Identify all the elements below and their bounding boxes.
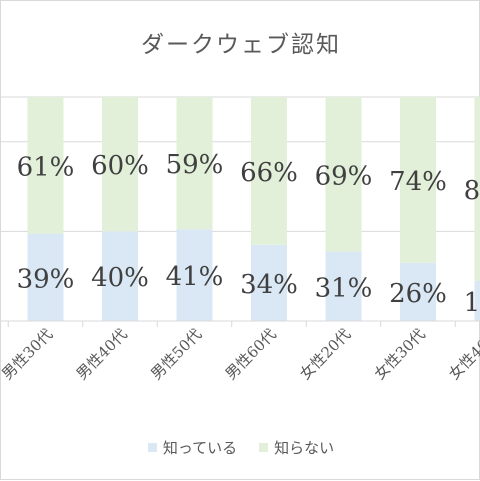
data-label: 26% <box>389 279 447 309</box>
legend-swatch-unknown <box>259 443 268 452</box>
data-label: 61% <box>17 152 75 182</box>
data-label: 39% <box>17 264 75 294</box>
data-label: 41% <box>166 262 224 292</box>
category-label: 男性30代 <box>1 325 56 383</box>
data-label: 34% <box>240 270 298 300</box>
data-label: 60% <box>91 151 149 181</box>
data-label: 74% <box>389 167 447 197</box>
data-label: 18% <box>464 288 480 318</box>
data-label: 59% <box>166 150 224 180</box>
data-label: 31% <box>315 273 373 303</box>
data-label: 82% <box>464 176 480 206</box>
legend-item-unknown: 知らない <box>259 437 334 458</box>
category-label: 女性20代 <box>296 325 354 383</box>
category-label: 男性60代 <box>222 325 280 383</box>
legend-item-known: 知っている <box>148 437 237 458</box>
legend-label-known: 知っている <box>163 437 237 458</box>
data-label: 40% <box>91 263 149 293</box>
category-label: 女性40代 <box>445 325 480 383</box>
legend: 知っている 知らない <box>1 437 480 458</box>
legend-label-unknown: 知らない <box>274 437 334 458</box>
category-label: 男性50代 <box>147 325 205 383</box>
data-label: 66% <box>240 158 298 188</box>
category-label: 男性40代 <box>73 325 131 383</box>
category-label: 女性30代 <box>371 325 429 383</box>
data-label: 69% <box>315 161 373 191</box>
legend-swatch-known <box>148 443 157 452</box>
